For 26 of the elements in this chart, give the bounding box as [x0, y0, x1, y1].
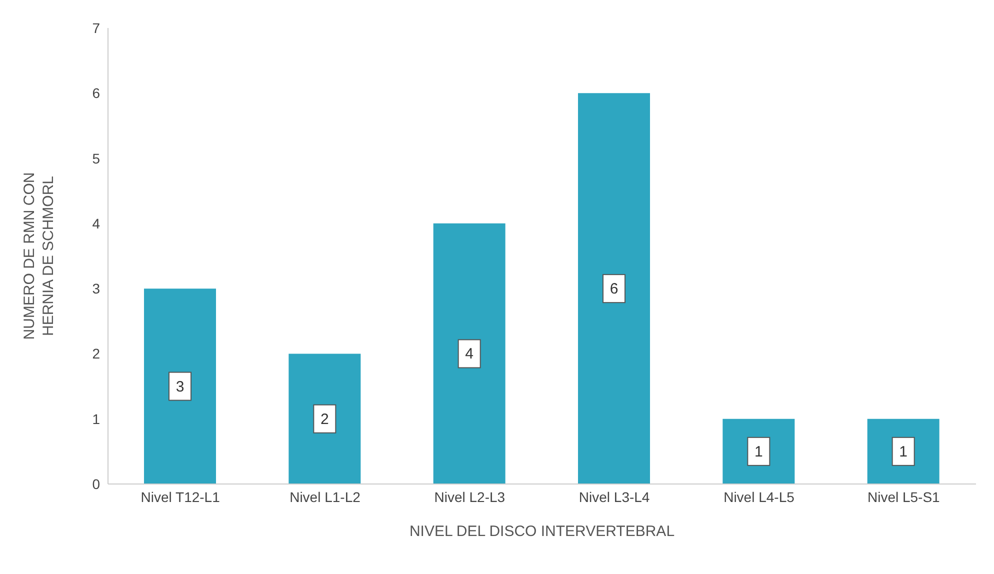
data-label: 6: [610, 280, 618, 298]
y-axis-title: NUMERO DE RMN CON HERNIA DE SCHMORL: [21, 172, 57, 340]
y-tick-label: 7: [92, 20, 100, 36]
bar: [144, 288, 216, 484]
bar: [433, 223, 506, 484]
data-label: 3: [176, 378, 184, 396]
y-tick-label: 4: [92, 215, 100, 232]
y-tick-label: 6: [92, 85, 100, 102]
x-axis-title: NIVEL DEL DISCO INTERVERTEBRAL: [409, 523, 675, 540]
data-label: 2: [320, 410, 329, 428]
y-tick-label: 2: [92, 346, 100, 362]
x-tick-label: Nivel L2-L3: [434, 488, 506, 505]
y-tick-label: 1: [92, 410, 100, 427]
bar: [288, 354, 361, 484]
x-tick-label: Nivel L1-L2: [290, 488, 361, 505]
y-tick-label: 0: [92, 476, 100, 492]
x-tick-label: Nivel L4-L5: [724, 488, 795, 505]
x-tick-label: Nivel T12-L1: [140, 488, 220, 505]
bar: [578, 93, 650, 484]
y-tick-label: 5: [92, 150, 100, 166]
data-label: 4: [465, 346, 474, 363]
x-tick-label: Nivel L5-S1: [867, 488, 940, 505]
data-label: 1: [899, 443, 908, 460]
y-tick-label: 3: [92, 280, 100, 297]
data-label: 1: [754, 443, 763, 460]
x-tick-label: Nivel L3-L4: [578, 488, 650, 505]
